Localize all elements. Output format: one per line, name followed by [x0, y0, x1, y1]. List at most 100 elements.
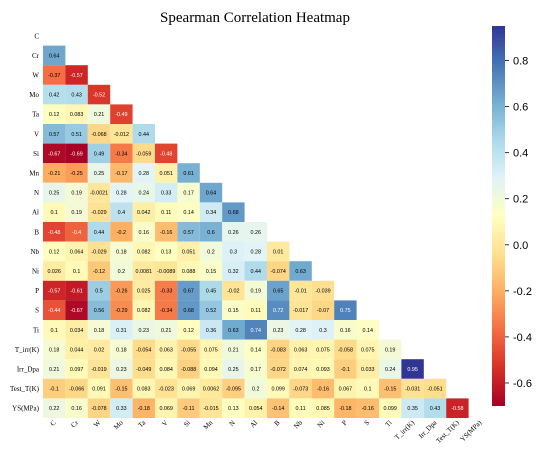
cell-value-label: 0.2	[207, 249, 215, 255]
heatmap-cell	[110, 378, 133, 399]
heatmap-cell	[87, 339, 111, 360]
cell-value-label: -0.049	[136, 367, 151, 373]
cell-value-label: -0.039	[315, 289, 330, 295]
heatmap-cell	[334, 359, 357, 379]
row-label: Nb	[30, 248, 39, 256]
cell-value-label: 0.064	[70, 249, 84, 255]
column-label: P	[340, 419, 348, 427]
column-label: T_irr(K)	[393, 418, 416, 441]
heatmap-cell	[87, 320, 111, 340]
cell-value-label: 0.28	[139, 171, 150, 177]
cell-value-label: 0.44	[94, 230, 105, 236]
colorbar-tick-label: -0.4	[513, 332, 532, 344]
colorbar-tick-label: 0.6	[513, 102, 528, 114]
column-label: N	[228, 419, 237, 428]
cell-value-label: 0.097	[70, 367, 84, 373]
cell-value-label: 0.44	[139, 132, 150, 138]
heatmap-cell	[65, 320, 88, 340]
cell-value-label: -0.61	[70, 289, 82, 295]
heatmap-cell	[132, 202, 155, 222]
heatmap-cell	[43, 84, 66, 105]
cell-value-label: 0.094	[204, 367, 218, 373]
heatmap-cell	[177, 261, 200, 281]
cell-value-label: 0.14	[363, 328, 374, 334]
heatmap-cell	[43, 143, 66, 164]
cell-value-label: -0.2	[117, 230, 126, 236]
cell-value-label: 0.083	[70, 112, 84, 118]
colorbar-tick-label: -0.6	[513, 378, 532, 390]
cell-value-label: 0.64	[206, 191, 217, 197]
heatmap-cell	[244, 359, 267, 379]
heatmap-cell	[87, 202, 111, 222]
heatmap-cell	[199, 300, 223, 320]
cell-value-label: 0.084	[159, 367, 173, 373]
heatmap-cell	[244, 398, 267, 418]
cell-value-label: 0.044	[70, 347, 84, 353]
heatmap-cell	[244, 378, 267, 399]
heatmap-cell	[199, 359, 223, 379]
cell-value-label: 0.088	[182, 269, 196, 275]
cell-value-label: -0.068	[91, 132, 106, 138]
heatmap-cell	[110, 300, 133, 320]
heatmap-cell	[199, 222, 223, 242]
cell-value-label: -0.072	[271, 367, 286, 373]
heatmap-cell	[87, 163, 111, 183]
cell-value-label: -0.029	[91, 210, 106, 216]
cell-value-label: -0.48	[48, 230, 60, 236]
heatmap-cell	[289, 320, 312, 340]
heatmap-cell	[65, 378, 88, 399]
heatmap-cell	[65, 280, 88, 301]
heatmap-cell	[379, 398, 402, 418]
row-label: Ni	[32, 268, 39, 276]
cell-value-label: 0.25	[49, 191, 60, 197]
cell-value-label: 0.74	[251, 328, 262, 334]
heatmap-cell	[43, 45, 66, 66]
cell-value-label: 0.56	[94, 308, 105, 314]
heatmap-cell	[199, 241, 223, 262]
heatmap-cell	[110, 143, 133, 164]
heatmap-cell	[244, 320, 267, 340]
cell-value-label: 0.68	[183, 308, 194, 314]
cell-value-label: -0.17	[115, 171, 127, 177]
heatmap-cell	[132, 359, 155, 379]
heatmap-cell	[222, 202, 245, 222]
cell-value-label: 0.099	[271, 387, 285, 393]
cell-value-label: -0.16	[160, 230, 172, 236]
cell-value-label: 0.033	[361, 367, 375, 373]
cell-value-label: 0.075	[204, 347, 218, 353]
cell-value-label: 0.45	[206, 289, 217, 295]
cell-value-label: -0.11	[183, 406, 195, 412]
heatmap-cell	[87, 222, 111, 242]
cell-value-label: -0.019	[91, 367, 106, 373]
heatmap-cell	[177, 320, 200, 340]
cell-value-label: 0.1	[50, 210, 58, 216]
heatmap-cell	[155, 241, 178, 262]
cell-value-label: -0.088	[181, 367, 196, 373]
cell-value-label: -0.017	[293, 308, 308, 314]
cell-value-label: 0.15	[206, 269, 217, 275]
cell-value-label: -0.015	[203, 406, 218, 412]
cell-value-label: 0.18	[116, 249, 127, 255]
heatmap-cell	[356, 378, 379, 399]
cell-value-label: 0.32	[228, 269, 239, 275]
heatmap-cell	[423, 378, 447, 399]
cell-value-label: -0.52	[93, 93, 105, 99]
row-label: Al	[32, 209, 39, 217]
heatmap-cell	[311, 300, 335, 320]
heatmap-cell	[222, 261, 245, 281]
cell-value-label: 0.2	[118, 269, 126, 275]
heatmap-cell	[199, 202, 223, 222]
heatmap-cell	[401, 378, 424, 399]
heatmap-cell	[43, 241, 66, 262]
heatmap-cell	[289, 261, 312, 281]
heatmap-cell	[65, 143, 88, 164]
heatmap-cell	[87, 84, 111, 105]
cell-value-label: 0.42	[49, 93, 60, 99]
heatmap-cell	[87, 280, 111, 301]
heatmap-cell	[132, 163, 155, 183]
heatmap-cell	[267, 241, 290, 262]
column-label: S	[363, 419, 371, 427]
heatmap-cell	[267, 320, 290, 340]
heatmap-cell	[222, 280, 245, 301]
cell-value-label: -0.15	[384, 387, 396, 393]
